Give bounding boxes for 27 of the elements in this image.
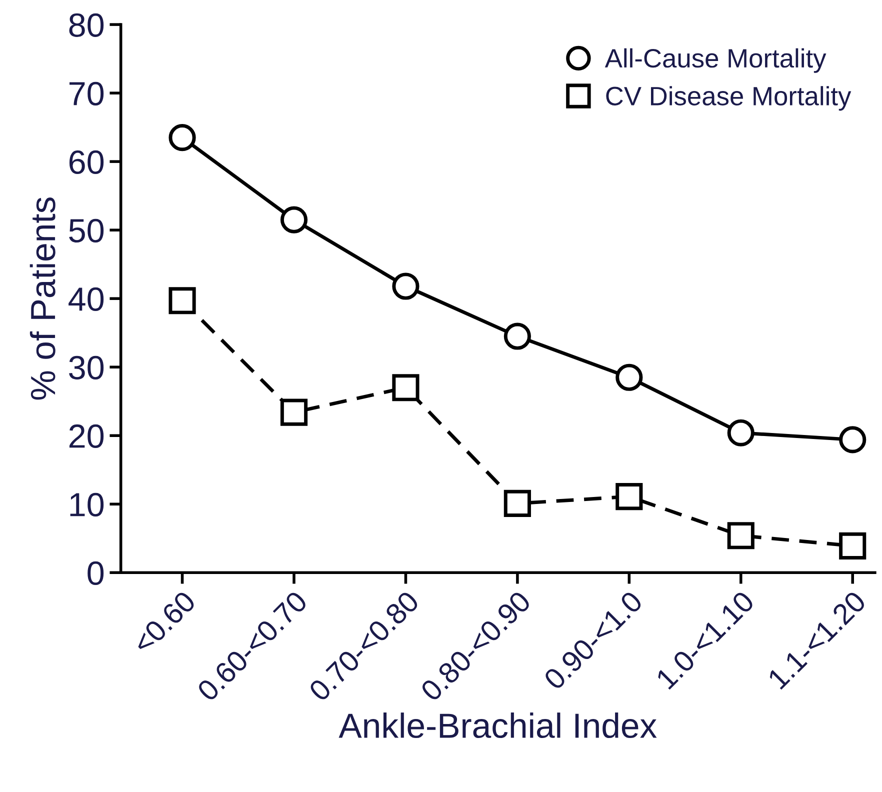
point bbox=[280, 398, 308, 426]
y-tick-label: 80 bbox=[69, 13, 104, 37]
point bbox=[392, 272, 420, 300]
point bbox=[168, 287, 196, 314]
y-tick-label: 50 bbox=[69, 218, 104, 242]
point bbox=[839, 532, 866, 560]
point bbox=[727, 419, 754, 446]
point bbox=[839, 426, 866, 454]
legend-label: All-Cause Mortality bbox=[604, 48, 826, 73]
y-tick-label: 20 bbox=[69, 424, 104, 448]
y-tick-label: 60 bbox=[69, 150, 104, 174]
y-tick-label: 0 bbox=[88, 561, 104, 586]
point bbox=[504, 490, 531, 517]
y-axis-title: % of Patients bbox=[30, 198, 56, 400]
y-tick-label: 10 bbox=[70, 492, 104, 517]
point bbox=[727, 522, 754, 550]
x-axis-title: Ankle-Brachial Index bbox=[338, 712, 657, 738]
point bbox=[392, 374, 420, 402]
y-tick-label: 30 bbox=[69, 356, 104, 380]
y-tick-label: 70 bbox=[69, 82, 104, 106]
point bbox=[280, 206, 308, 234]
point bbox=[616, 483, 643, 510]
point bbox=[504, 322, 531, 350]
legend-label: CV Disease Mortality bbox=[606, 86, 852, 111]
point bbox=[168, 124, 196, 152]
point bbox=[616, 364, 643, 391]
y-tick-label: 40 bbox=[68, 287, 104, 311]
